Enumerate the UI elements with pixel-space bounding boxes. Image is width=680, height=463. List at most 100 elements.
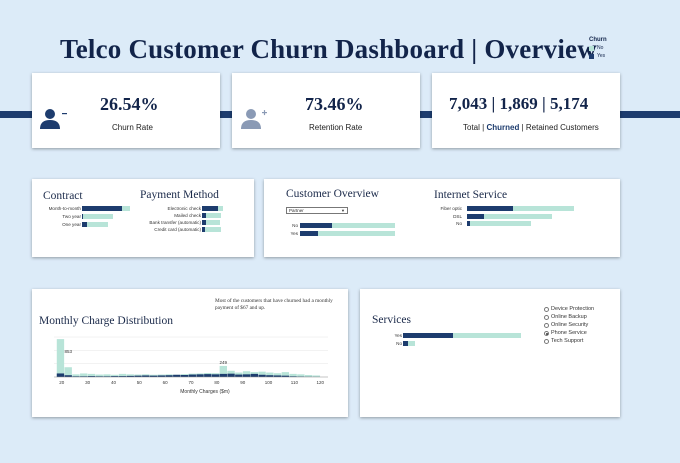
hist-bar-yes-27[interactable] xyxy=(266,375,274,377)
hist-bar-no-8[interactable] xyxy=(118,373,127,377)
overview-bar-no-0[interactable] xyxy=(300,223,395,228)
hist-bar-yes-10[interactable] xyxy=(134,375,142,377)
hist-bar-yes-13[interactable] xyxy=(157,375,165,377)
hist-bar-yes-8[interactable] xyxy=(118,376,127,377)
hist-bar-no-32[interactable] xyxy=(304,375,313,377)
hist-bar-no-30[interactable] xyxy=(289,373,297,377)
hist-data-label-1: 249 xyxy=(220,360,228,365)
radio-icon[interactable] xyxy=(544,330,549,336)
hist-bar-yes-16[interactable] xyxy=(180,375,189,377)
hist-bar-no-21[interactable] xyxy=(219,365,227,377)
hist-bar-yes-29[interactable] xyxy=(281,375,290,377)
hist-bar-yes-15[interactable] xyxy=(173,374,181,377)
customer-overview-select[interactable]: Partner ▼ xyxy=(286,207,348,214)
hist-bar-no-29[interactable] xyxy=(281,372,290,377)
hist-bar-yes-30[interactable] xyxy=(289,376,297,377)
overview-bar-no-1[interactable] xyxy=(300,231,395,236)
internet-bar-no-0[interactable] xyxy=(467,206,574,211)
payment-bar-no-3[interactable] xyxy=(202,227,221,232)
radio-icon[interactable] xyxy=(544,338,549,344)
hist-bar-yes-20[interactable] xyxy=(211,374,220,377)
service-option-label: Online Backup xyxy=(551,314,587,320)
hist-bar-yes-2[interactable] xyxy=(72,376,80,377)
payment-bar-yes-3[interactable] xyxy=(202,227,206,232)
hist-bar-no-5[interactable] xyxy=(95,374,103,377)
service-option-online-security[interactable]: Online Security xyxy=(544,322,588,328)
hist-bar-no-0[interactable] xyxy=(56,339,65,377)
services-bar-no-0[interactable] xyxy=(403,333,521,338)
internet-bar-no-1[interactable] xyxy=(467,214,553,219)
internet-bar-yes-0[interactable] xyxy=(467,206,513,211)
payment-bar-yes-1[interactable] xyxy=(202,213,206,218)
hist-bar-no-7[interactable] xyxy=(111,374,119,377)
legend-item-yes[interactable]: Yes xyxy=(589,52,607,60)
legend-item-no[interactable]: No xyxy=(589,44,607,52)
contract-bar-yes-1[interactable] xyxy=(82,214,84,219)
services-bar-yes-1[interactable] xyxy=(403,341,408,346)
x-tick-label-8: 100 xyxy=(265,380,273,385)
hist-bar-no-1[interactable] xyxy=(64,367,72,377)
hist-bar-no-27[interactable] xyxy=(266,372,274,377)
contract-bar-yes-2[interactable] xyxy=(82,222,88,227)
contract-bar-no-2[interactable] xyxy=(82,222,108,227)
hist-bar-yes-11[interactable] xyxy=(142,375,150,377)
internet-label-0: Fiber optic xyxy=(440,206,462,211)
payment-bar-yes-2[interactable] xyxy=(202,220,206,225)
overview-bar-yes-1[interactable] xyxy=(300,231,318,236)
hist-bar-yes-24[interactable] xyxy=(242,374,251,377)
radio-icon[interactable] xyxy=(544,306,549,312)
overview-bar-yes-0[interactable] xyxy=(300,223,332,228)
hist-bar-no-3[interactable] xyxy=(80,373,88,377)
radio-icon[interactable] xyxy=(544,322,549,328)
hist-bar-no-6[interactable] xyxy=(103,374,111,377)
hist-bar-no-31[interactable] xyxy=(297,374,305,377)
internet-bar-no-2[interactable] xyxy=(467,221,532,226)
hist-bar-yes-12[interactable] xyxy=(149,375,158,377)
internet-bar-yes-2[interactable] xyxy=(467,221,471,226)
hist-bar-yes-0[interactable] xyxy=(56,373,65,377)
services-bar-no-1[interactable] xyxy=(403,341,415,346)
hist-bar-yes-18[interactable] xyxy=(196,374,204,377)
hist-bar-no-24[interactable] xyxy=(242,371,251,377)
payment-bar-no-2[interactable] xyxy=(202,220,220,225)
hist-bar-no-4[interactable] xyxy=(87,373,96,377)
churn-legend: Churn No Yes xyxy=(589,37,607,60)
legend-label-yes: Yes xyxy=(597,53,606,59)
contract-bar-no-1[interactable] xyxy=(82,214,113,219)
contract-bar-yes-0[interactable] xyxy=(82,206,122,211)
hist-bar-yes-28[interactable] xyxy=(273,375,282,377)
payment-bar-yes-0[interactable] xyxy=(202,206,218,211)
hist-bar-no-2[interactable] xyxy=(72,374,80,377)
hist-bar-yes-4[interactable] xyxy=(87,376,96,377)
service-option-phone-service[interactable]: Phone Service xyxy=(544,330,587,336)
hist-bar-no-9[interactable] xyxy=(126,374,134,377)
hist-bar-yes-19[interactable] xyxy=(204,374,212,377)
service-option-label: Phone Service xyxy=(551,330,587,336)
service-option-device-protection[interactable]: Device Protection xyxy=(544,306,594,312)
service-option-label: Device Protection xyxy=(551,306,595,312)
hist-bar-yes-3[interactable] xyxy=(80,376,88,377)
hist-bar-yes-26[interactable] xyxy=(258,374,266,377)
service-option-tech-support[interactable]: Tech Support xyxy=(544,338,583,344)
hist-bar-yes-25[interactable] xyxy=(250,373,259,377)
hist-bar-yes-23[interactable] xyxy=(235,374,243,377)
hist-bar-no-28[interactable] xyxy=(273,373,282,377)
hist-bar-yes-5[interactable] xyxy=(95,376,103,377)
internet-bar-yes-1[interactable] xyxy=(467,214,485,219)
hist-bar-no-26[interactable] xyxy=(258,371,266,377)
hist-bar-yes-21[interactable] xyxy=(219,373,227,377)
dashboard-title: Telco Customer Churn Dashboard | Overvie… xyxy=(60,34,597,64)
hist-bar-yes-1[interactable] xyxy=(64,375,72,377)
hist-bar-yes-9[interactable] xyxy=(126,375,134,377)
totals-value: 7,043 | 1,869 | 5,174 xyxy=(449,94,589,113)
radio-icon[interactable] xyxy=(544,314,549,320)
hist-bar-yes-7[interactable] xyxy=(111,376,119,377)
services-bar-yes-0[interactable] xyxy=(403,333,453,338)
hist-bar-yes-14[interactable] xyxy=(165,375,173,377)
hist-bar-yes-17[interactable] xyxy=(188,374,196,377)
payment-bar-no-1[interactable] xyxy=(202,213,222,218)
hist-bar-yes-22[interactable] xyxy=(227,373,235,377)
service-option-online-backup[interactable]: Online Backup xyxy=(544,314,587,320)
hist-bar-yes-6[interactable] xyxy=(103,376,111,377)
hist-bar-no-33[interactable] xyxy=(312,375,321,377)
